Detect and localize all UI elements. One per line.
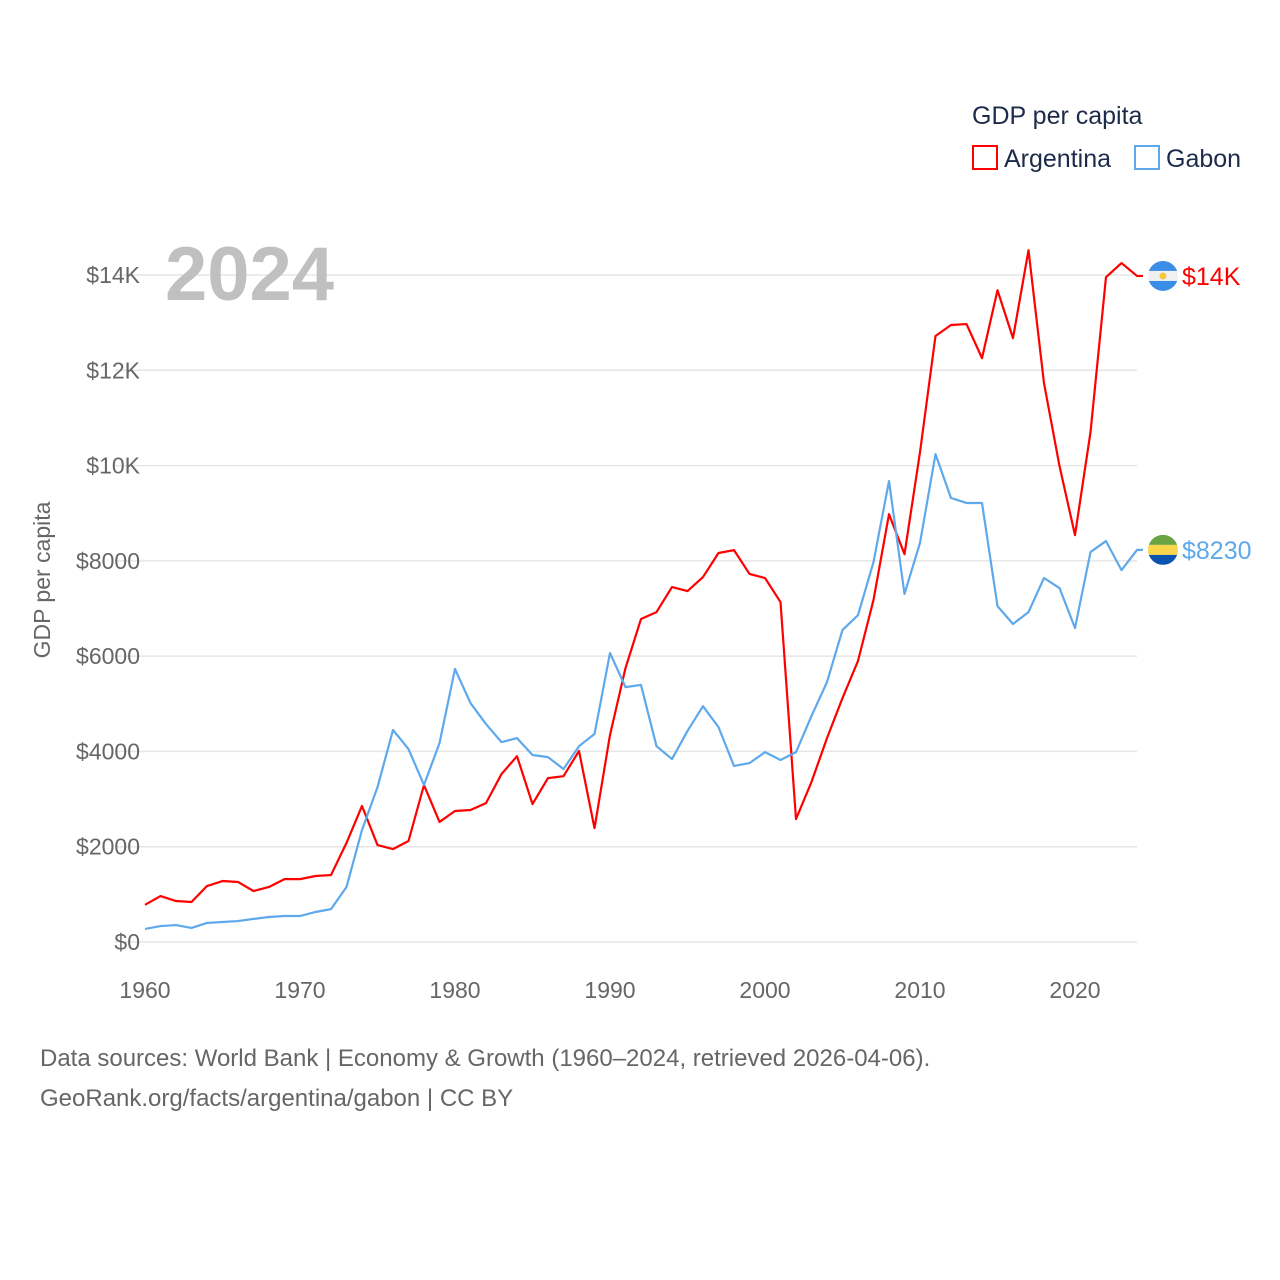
legend-title: GDP per capita — [972, 102, 1143, 130]
y-tick-label: $14K — [86, 262, 140, 288]
y-tick-label: $4000 — [76, 738, 140, 764]
flag-icon-argentina — [1148, 260, 1178, 291]
series-line-argentina — [144, 249, 1143, 906]
legend-swatch — [972, 145, 998, 170]
legend-item-argentina[interactable]: Argentina — [1004, 145, 1111, 173]
end-value-label: $8230 — [1182, 537, 1252, 565]
y-axis-label: GDP per capita — [29, 501, 55, 658]
source-line-1: Data sources: World Bank | Economy & Gro… — [40, 1045, 931, 1072]
y-tick-label: $10K — [86, 453, 140, 479]
legend-item-gabon[interactable]: Gabon — [1166, 145, 1241, 173]
x-tick-label: 1970 — [274, 977, 325, 1003]
x-tick-label: 2000 — [739, 977, 790, 1003]
flag-icon-gabon — [1148, 534, 1178, 565]
y-tick-label: $6000 — [76, 643, 140, 669]
x-tick-label: 1990 — [584, 977, 635, 1003]
x-tick-label: 2010 — [894, 977, 945, 1003]
year-watermark: 2024 — [165, 232, 334, 317]
y-tick-label: $0 — [114, 929, 140, 955]
series-line-gabon — [144, 453, 1143, 930]
source-line-2[interactable]: GeoRank.org/facts/argentina/gabon | CC B… — [40, 1085, 514, 1112]
legend-swatch — [1134, 145, 1160, 170]
x-tick-label: 1960 — [119, 977, 170, 1003]
y-tick-label: $12K — [86, 357, 140, 383]
y-tick-label: $8000 — [76, 548, 140, 574]
end-value-label: $14K — [1182, 263, 1241, 291]
y-tick-label: $2000 — [76, 834, 140, 860]
x-tick-label: 1980 — [429, 977, 480, 1003]
x-tick-label: 2020 — [1049, 977, 1100, 1003]
